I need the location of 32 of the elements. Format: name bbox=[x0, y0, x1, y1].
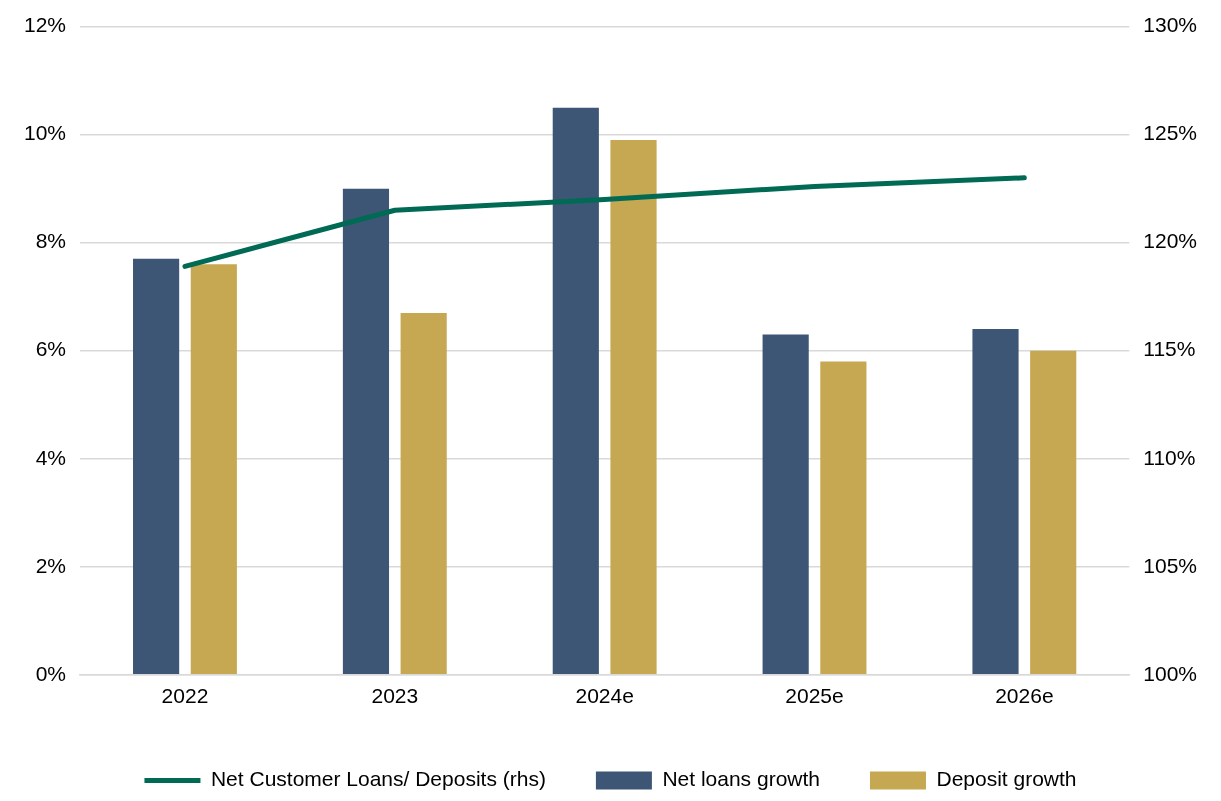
y-tick-label: 6% bbox=[35, 337, 67, 361]
legend-label: Net Customer Loans/ Deposits (rhs) bbox=[210, 767, 546, 791]
bar bbox=[552, 107, 599, 675]
y2-tick-label: 110% bbox=[1143, 445, 1196, 469]
legend-label: Deposit growth bbox=[936, 767, 1077, 791]
bar bbox=[342, 188, 390, 675]
y-tick-label: 8% bbox=[35, 229, 67, 253]
x-tick-label: 2024e bbox=[575, 684, 634, 708]
y-tick-label: 10% bbox=[24, 121, 67, 145]
y-tick-label: 4% bbox=[35, 445, 67, 469]
y2-tick-label: 115% bbox=[1143, 337, 1196, 361]
x-tick-label: 2023 bbox=[371, 684, 419, 708]
y2-tick-label: 105% bbox=[1143, 553, 1198, 577]
y2-tick-label: 125% bbox=[1143, 121, 1198, 145]
y-tick-label: 0% bbox=[35, 661, 67, 685]
bar bbox=[400, 312, 447, 675]
bar bbox=[190, 264, 237, 675]
y2-tick-label: 120% bbox=[1143, 229, 1198, 253]
legend-label: Net loans growth bbox=[662, 767, 820, 791]
bar bbox=[1030, 350, 1077, 675]
y2-tick-label: 130% bbox=[1143, 13, 1198, 37]
y2-tick-label: 100% bbox=[1143, 661, 1198, 685]
bar bbox=[610, 140, 657, 675]
bar bbox=[820, 361, 867, 675]
bar bbox=[133, 258, 180, 675]
y-tick-label: 12% bbox=[24, 13, 67, 37]
bar bbox=[762, 334, 809, 675]
y-tick-label: 2% bbox=[35, 553, 67, 577]
x-tick-label: 2026e bbox=[995, 684, 1054, 708]
x-tick-label: 2022 bbox=[161, 684, 209, 708]
bar bbox=[972, 329, 1019, 675]
x-tick-label: 2025e bbox=[785, 684, 844, 708]
